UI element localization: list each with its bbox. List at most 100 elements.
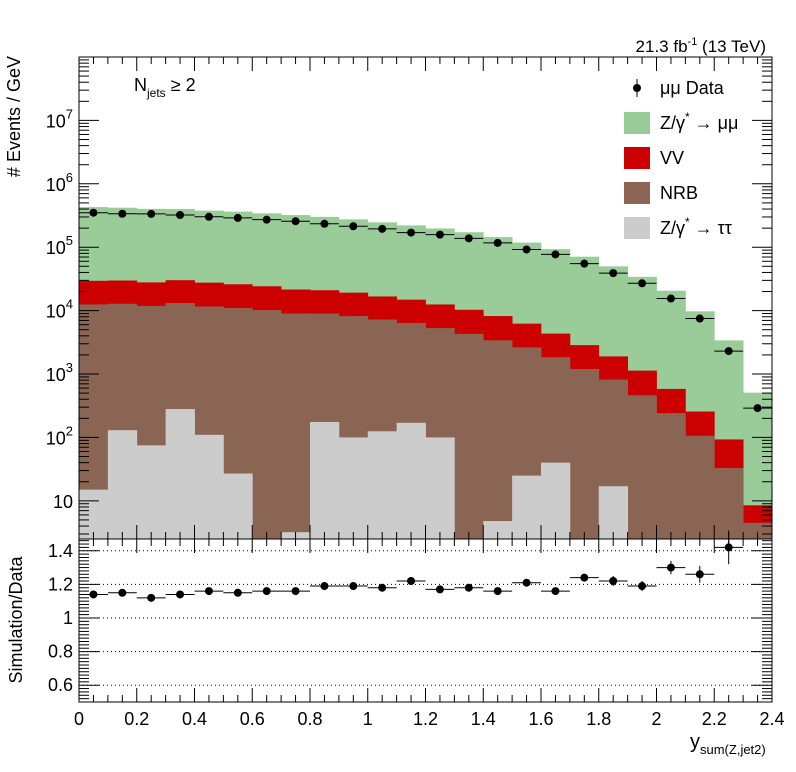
legend-swatch bbox=[624, 112, 650, 134]
legend-entry-zmumu: Z/γ* → μμ bbox=[624, 110, 738, 134]
data-point bbox=[454, 234, 484, 243]
stack-bar bbox=[252, 310, 282, 539]
x-tick-label: 0.2 bbox=[124, 709, 149, 729]
data-point bbox=[569, 259, 599, 268]
stack-bar bbox=[714, 467, 744, 539]
legend-entry-nrb: NRB bbox=[624, 182, 698, 204]
stack-bar bbox=[569, 368, 600, 539]
ratio-y-tick-label: 0.6 bbox=[48, 675, 73, 695]
ratio-point bbox=[396, 577, 426, 586]
x-tick-label: 0.6 bbox=[240, 709, 265, 729]
ratio-point bbox=[310, 582, 339, 591]
x-tick-label: 1.2 bbox=[413, 709, 438, 729]
stack-bar bbox=[541, 462, 571, 539]
ratio-point bbox=[714, 530, 744, 565]
data-point bbox=[396, 228, 426, 237]
stack-bar bbox=[338, 437, 369, 539]
lumi-label: 21.3 fb-1 (13 TeV) bbox=[636, 36, 766, 56]
stack-bar bbox=[627, 395, 657, 539]
ratio-point bbox=[367, 583, 397, 592]
ratio-point bbox=[627, 581, 657, 592]
x-tick-label: 2 bbox=[651, 709, 661, 729]
legend-swatch bbox=[624, 217, 650, 239]
ratio-point bbox=[569, 573, 599, 582]
ratio-point bbox=[223, 588, 253, 597]
x-tick-label: 0.8 bbox=[297, 709, 322, 729]
stack-bar bbox=[223, 473, 253, 539]
ratio-point bbox=[107, 588, 137, 597]
stack-bar bbox=[483, 340, 513, 539]
stack-bar bbox=[425, 437, 455, 539]
stack-bar bbox=[512, 475, 542, 539]
ratio-point bbox=[281, 587, 310, 596]
data-point bbox=[223, 213, 253, 222]
legend-swatch bbox=[624, 147, 650, 169]
data-point bbox=[714, 347, 744, 356]
x-axis-label: ysum(Z,jet2) bbox=[690, 731, 766, 757]
x-tick-label: 1 bbox=[363, 709, 373, 729]
stack-bar bbox=[107, 430, 138, 539]
legend: μμ Data Z/γ* → μμ VV NRB Z/γ* → ττ bbox=[624, 78, 738, 239]
data-point bbox=[598, 269, 628, 278]
data-point bbox=[541, 250, 570, 259]
y-axis-label-ratio: Simulation/Data bbox=[6, 555, 26, 683]
stack-bar bbox=[194, 434, 224, 539]
stack-bar bbox=[454, 333, 484, 539]
ratio-point bbox=[136, 593, 166, 602]
data-point bbox=[107, 209, 137, 218]
ratio-point bbox=[338, 582, 368, 591]
ratio-y-tick-label: 1.4 bbox=[48, 541, 73, 561]
y-tick-label: 10 bbox=[53, 492, 73, 512]
stack-bar bbox=[281, 313, 311, 539]
ratio-point bbox=[454, 583, 484, 592]
stack-bar bbox=[483, 521, 513, 539]
data-point bbox=[627, 279, 657, 288]
ratio-point bbox=[541, 587, 570, 596]
x-tick-label: 1.4 bbox=[471, 709, 496, 729]
stack-bar bbox=[656, 413, 686, 539]
ratio-point bbox=[598, 575, 628, 587]
stacked-histogram bbox=[79, 207, 773, 540]
y-tick-label: 106 bbox=[46, 170, 73, 195]
ratio-y-tick-label: 0.8 bbox=[48, 642, 73, 662]
legend-label: VV bbox=[660, 148, 684, 168]
legend-label: Z/γ* → ττ bbox=[660, 215, 732, 238]
ratio-point bbox=[512, 578, 541, 587]
x-tick-label: 0.4 bbox=[182, 709, 207, 729]
x-tick-label: 1.8 bbox=[586, 709, 611, 729]
data-point bbox=[685, 314, 715, 323]
ratio-y-tick-label: 1 bbox=[63, 608, 73, 628]
ratio-panel: 0 0.2 0.4 0.6 0.8 1 1.2 1.4 1.6 1.8 2 2.2 2.4 0.6 0.8… bbox=[48, 530, 785, 729]
data-point bbox=[310, 219, 339, 228]
ratio-point bbox=[483, 587, 513, 596]
ratio-point bbox=[685, 565, 715, 583]
y-tick-label: 107 bbox=[46, 106, 73, 131]
stack-bar bbox=[165, 409, 195, 539]
y-tick-label: 102 bbox=[46, 423, 73, 448]
legend-entry-data: μμ Data bbox=[633, 78, 725, 98]
selection-label: Njets ≥ 2 bbox=[134, 75, 196, 100]
data-point bbox=[79, 208, 108, 217]
data-points bbox=[79, 208, 772, 413]
ratio-point bbox=[252, 587, 282, 596]
x-tick-label: 2.2 bbox=[702, 709, 727, 729]
stack-bar bbox=[685, 435, 715, 539]
ratio-point bbox=[165, 590, 195, 599]
stack-bar bbox=[310, 422, 340, 539]
x-tick-label: 2.4 bbox=[759, 709, 784, 729]
legend-label: Z/γ* → μμ bbox=[660, 110, 738, 133]
ratio-y-ticks: 0.6 0.8 1 1.2 1.4 bbox=[48, 540, 772, 703]
legend-label: μμ Data bbox=[660, 78, 725, 98]
main-y-ticks: 10 102 103 104 105 106 107 bbox=[46, 56, 772, 535]
stack-bar bbox=[367, 431, 398, 539]
data-point bbox=[281, 217, 310, 226]
legend-entry-ztautau: Z/γ* → ττ bbox=[624, 215, 732, 239]
y-tick-label: 103 bbox=[46, 360, 73, 385]
data-point bbox=[743, 404, 772, 413]
y-tick-label: 104 bbox=[46, 297, 73, 322]
stack-bar bbox=[396, 422, 426, 539]
x-tick-label: 0 bbox=[74, 709, 84, 729]
legend-label: NRB bbox=[660, 183, 698, 203]
stack-bar bbox=[79, 489, 109, 539]
data-point bbox=[252, 215, 282, 224]
